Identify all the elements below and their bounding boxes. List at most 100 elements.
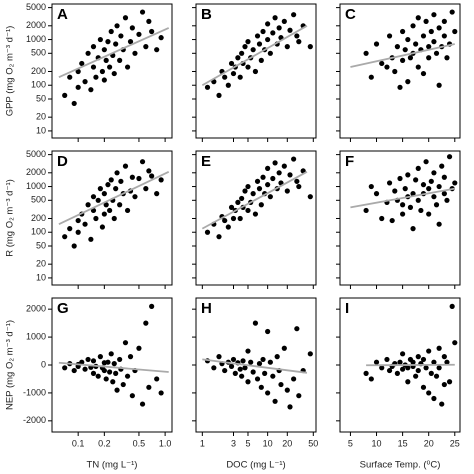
panel-frame (339, 150, 461, 286)
point (423, 159, 429, 165)
point (281, 18, 287, 24)
point (287, 404, 293, 410)
point (120, 381, 126, 388)
panel-letter: B (201, 6, 212, 23)
x-tick-label: 50 (308, 438, 318, 448)
point (402, 186, 408, 192)
point (270, 373, 276, 379)
point (394, 44, 400, 50)
point (146, 168, 152, 174)
point (97, 354, 103, 360)
point (237, 74, 243, 80)
point (158, 35, 164, 41)
point (93, 74, 99, 80)
point (139, 9, 146, 15)
point (436, 345, 442, 351)
point (105, 39, 111, 45)
y-axis-title: GPP (mg O₂ m⁻³ d⁻¹) (5, 26, 16, 117)
point (363, 50, 369, 56)
point (237, 366, 243, 372)
point (441, 354, 447, 360)
point (124, 207, 131, 214)
fit-line (366, 363, 455, 367)
point (99, 68, 106, 75)
point (239, 195, 245, 202)
y-tick-label: 2000 (26, 167, 46, 177)
y-tick-label: 500 (31, 195, 46, 205)
point (129, 174, 135, 180)
point (97, 186, 103, 192)
point (270, 30, 276, 36)
point (262, 370, 268, 376)
point (254, 376, 261, 382)
point (75, 229, 81, 235)
point (245, 348, 251, 354)
point (287, 27, 293, 33)
point (79, 60, 85, 67)
point (431, 359, 437, 365)
point (235, 199, 241, 205)
x-tick-label: 10 (372, 438, 382, 448)
x-tick-label: 0.5 (133, 438, 146, 448)
point (415, 367, 421, 374)
point (260, 356, 266, 363)
point (363, 207, 369, 214)
point (415, 354, 421, 360)
y-axis-title: NEP (mg O₂ m⁻³ d⁻¹) (5, 320, 16, 410)
point (127, 39, 134, 45)
panel-letter: I (345, 300, 349, 317)
point (95, 373, 101, 379)
point (250, 191, 256, 197)
point (373, 41, 380, 47)
point (250, 47, 256, 53)
point (85, 50, 91, 56)
fit-line (58, 27, 170, 79)
point (265, 328, 271, 335)
point (270, 175, 276, 182)
point (446, 379, 453, 385)
fit-line (201, 25, 308, 87)
point (149, 173, 155, 179)
x-tick-label: 3 (231, 438, 236, 448)
point (122, 15, 129, 21)
point (392, 188, 398, 194)
point (397, 359, 403, 365)
point (139, 159, 146, 165)
point (400, 351, 406, 357)
point (204, 84, 211, 90)
point (260, 174, 266, 180)
panel-letter: A (57, 6, 68, 23)
point (105, 359, 111, 365)
point (258, 57, 264, 63)
point (103, 57, 109, 63)
point (294, 33, 300, 39)
point (222, 367, 228, 374)
panel: -2000 -1000 0 1000 2000 0.1 0.2 0.5 1.0 G NEP (mg … (5, 297, 173, 471)
point (373, 191, 380, 197)
point (267, 50, 273, 56)
point (307, 44, 313, 50)
point (452, 28, 458, 35)
point (75, 217, 81, 224)
point (97, 36, 103, 43)
point (242, 44, 248, 50)
point (101, 367, 107, 374)
point (204, 229, 211, 235)
point (410, 359, 416, 365)
point (124, 64, 131, 70)
fit-line (350, 187, 455, 209)
point (101, 47, 107, 53)
point (294, 178, 300, 184)
point (124, 373, 131, 379)
point (90, 44, 97, 50)
panel: 5 10 15 20 25 I Surface Temp. (⁰C) (336, 297, 461, 471)
point (389, 217, 395, 224)
point (154, 47, 160, 53)
point (107, 207, 113, 214)
point (281, 345, 287, 351)
point (82, 221, 88, 227)
point (129, 393, 135, 399)
point (423, 365, 429, 371)
point (373, 359, 380, 365)
